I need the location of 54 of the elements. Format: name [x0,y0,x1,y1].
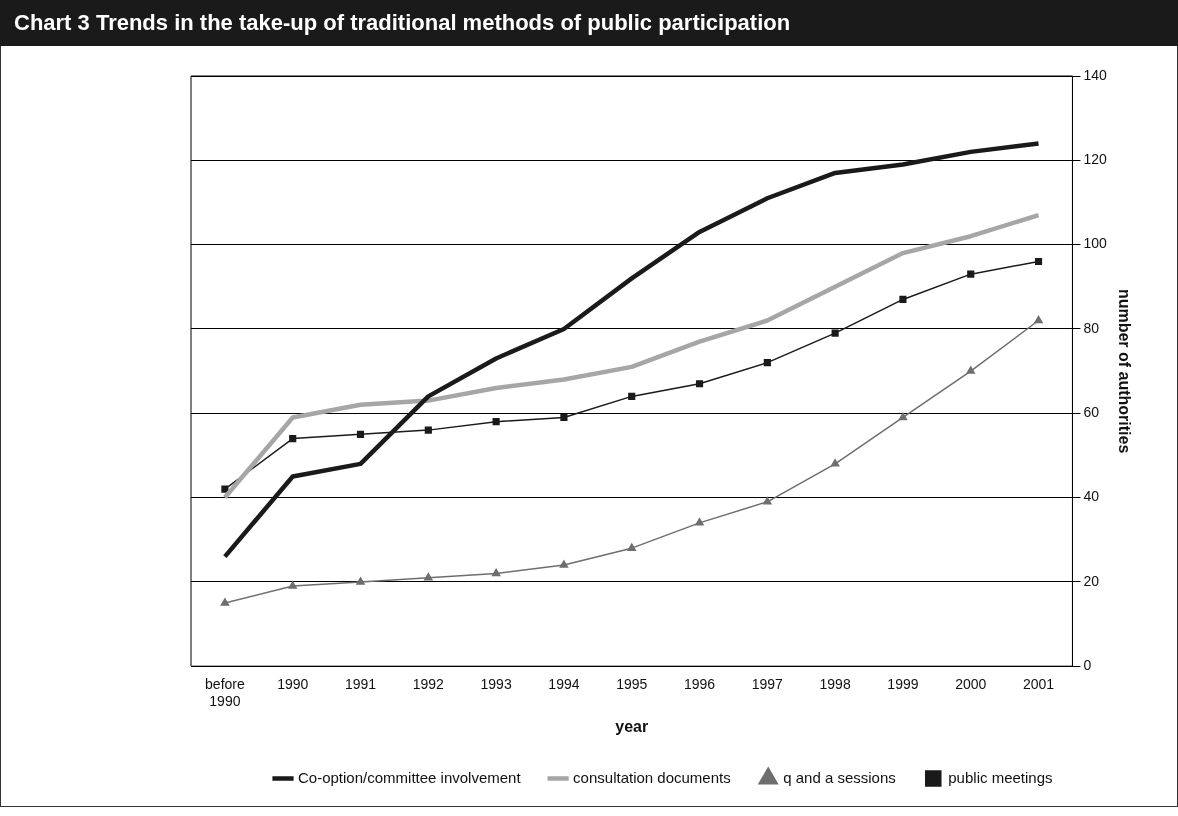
point [898,412,908,421]
x-tick-label: 1992 [412,676,445,693]
point [899,295,907,304]
point [492,418,500,426]
y-tick-label: 140 [1083,66,1108,83]
x-tick-label: 2001 [1022,676,1055,693]
y-tick-label: 20 [1083,572,1100,589]
point [560,413,568,422]
x-tick-label: 1994 [548,676,580,693]
legend-label: consultation documents [573,768,731,786]
y-tick-label: 80 [1083,319,1100,336]
point [967,270,975,278]
x-tick-label: before 1990 [205,676,245,710]
point [220,598,230,606]
point [356,430,365,438]
point [695,380,704,388]
point [763,359,771,367]
point [966,366,975,374]
point [424,572,433,581]
x-tick-label: 1998 [819,676,851,693]
legend-label: public meetings [948,768,1053,786]
point [627,543,636,551]
x-tick-label: 1999 [887,676,919,693]
x-axis-title: year [615,717,649,735]
y-axis-title: number of authorities [1115,288,1133,454]
point [763,497,772,505]
x-tick-label: 1990 [277,676,309,693]
point [559,560,569,568]
point [628,392,636,400]
x-tick-label: 1993 [480,676,512,693]
point [831,329,839,337]
point [288,581,297,589]
y-tick-label: 40 [1083,488,1100,505]
point [491,568,501,577]
point [424,426,432,434]
y-tick-label: 60 [1083,404,1100,421]
x-tick-label: 1991 [344,676,377,693]
legend-label: Co-option/committee involvement [298,768,522,786]
legend-label: q and a sessions [783,768,896,786]
point [356,577,365,585]
chart-title: Chart 3 Trends in the take-up of traditional methods of public participation [0,0,1178,46]
point [289,434,297,443]
point [1034,315,1043,324]
y-tick-label: 120 [1083,151,1108,168]
x-tick-label: 2000 [955,676,987,693]
x-tick-label: 1997 [751,676,784,693]
point [830,459,840,467]
y-tick-label: 0 [1083,657,1092,674]
point [695,518,704,526]
x-tick-label: 1995 [616,676,648,693]
y-tick-label: 100 [1083,235,1108,252]
point [221,485,229,493]
x-tick-label: 1996 [683,676,716,693]
point [1034,257,1043,266]
